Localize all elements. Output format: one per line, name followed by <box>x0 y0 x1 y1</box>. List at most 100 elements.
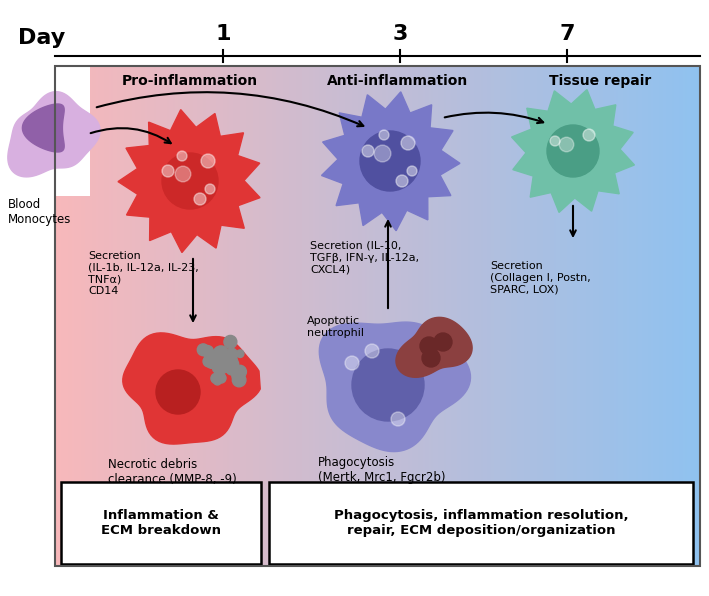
Bar <box>345 66 348 566</box>
Bar <box>130 66 133 566</box>
Circle shape <box>583 129 595 141</box>
Bar <box>672 66 675 566</box>
Bar <box>358 66 361 566</box>
Bar <box>651 66 653 566</box>
Bar <box>87 66 90 566</box>
Bar <box>393 66 395 566</box>
Bar <box>532 66 535 566</box>
Bar <box>414 66 417 566</box>
Bar <box>285 66 288 566</box>
Bar <box>646 66 649 566</box>
Bar <box>625 66 627 566</box>
Polygon shape <box>8 92 100 177</box>
Bar <box>102 66 105 566</box>
Bar <box>238 66 240 566</box>
Bar <box>171 66 174 566</box>
Bar <box>135 66 138 566</box>
Bar <box>154 66 157 566</box>
Bar <box>262 66 264 566</box>
Bar <box>693 66 696 566</box>
Circle shape <box>225 362 239 375</box>
Circle shape <box>211 373 221 383</box>
Circle shape <box>411 349 425 363</box>
Circle shape <box>225 348 238 361</box>
Bar <box>535 66 537 566</box>
Bar <box>681 66 683 566</box>
Bar <box>156 66 159 566</box>
Bar <box>322 66 324 566</box>
Bar <box>369 66 372 566</box>
Bar <box>242 66 245 566</box>
Bar <box>508 66 511 566</box>
Bar <box>640 66 642 566</box>
Bar <box>212 66 215 566</box>
Bar <box>496 66 498 566</box>
Bar <box>520 66 522 566</box>
Polygon shape <box>321 92 460 231</box>
Bar <box>214 66 217 566</box>
Circle shape <box>194 193 206 205</box>
Text: Secretion
(IL-1b, IL-12a, IL-23,
TNFα)
CD14: Secretion (IL-1b, IL-12a, IL-23, TNFα) C… <box>88 251 199 296</box>
Bar <box>442 66 445 566</box>
Bar <box>642 66 644 566</box>
Bar <box>653 66 655 566</box>
Bar <box>659 66 661 566</box>
Bar <box>455 66 457 566</box>
Polygon shape <box>123 333 260 444</box>
Circle shape <box>236 350 244 358</box>
Bar <box>244 66 247 566</box>
Bar <box>179 66 182 566</box>
Text: Apoptotic
neutrophil: Apoptotic neutrophil <box>307 316 364 337</box>
Bar <box>457 66 459 566</box>
Bar <box>629 66 632 566</box>
Bar <box>66 66 68 566</box>
Bar <box>169 66 172 566</box>
Bar <box>311 66 313 566</box>
Bar <box>614 66 617 566</box>
Bar <box>623 66 625 566</box>
Bar <box>55 66 700 566</box>
Bar <box>68 66 71 566</box>
Bar <box>300 66 303 566</box>
Bar <box>584 66 586 566</box>
Bar <box>674 66 677 566</box>
Polygon shape <box>140 131 240 231</box>
Text: Anti-inflammation: Anti-inflammation <box>328 74 469 88</box>
Bar <box>189 66 191 566</box>
Bar <box>483 66 486 566</box>
Circle shape <box>232 370 245 382</box>
Circle shape <box>401 136 415 150</box>
Circle shape <box>213 346 229 362</box>
Bar <box>691 66 694 566</box>
Circle shape <box>233 367 244 378</box>
Bar <box>89 66 92 566</box>
Bar <box>513 66 515 566</box>
Bar <box>320 66 322 566</box>
Bar <box>318 66 320 566</box>
Bar <box>446 66 449 566</box>
Bar <box>547 66 550 566</box>
Bar <box>558 66 561 566</box>
Bar <box>698 66 700 566</box>
Bar <box>184 66 186 566</box>
Bar <box>462 66 464 566</box>
Circle shape <box>550 136 560 146</box>
Bar <box>122 66 124 566</box>
Circle shape <box>223 353 237 367</box>
Bar <box>85 66 88 566</box>
Text: Phagocytosis
(Mertk, Mrc1, Fgcr2b): Phagocytosis (Mertk, Mrc1, Fgcr2b) <box>318 456 445 484</box>
Bar <box>182 66 184 566</box>
Bar <box>541 66 544 566</box>
Bar <box>173 66 176 566</box>
Bar <box>315 66 318 566</box>
Text: Tissue repair: Tissue repair <box>549 74 651 88</box>
Bar <box>118 66 120 566</box>
Bar <box>373 66 376 566</box>
Bar <box>635 66 638 566</box>
Bar <box>444 66 447 566</box>
Bar <box>687 66 690 566</box>
Bar <box>481 66 484 566</box>
Bar <box>500 66 503 566</box>
Bar <box>308 66 311 566</box>
Bar <box>476 66 479 566</box>
